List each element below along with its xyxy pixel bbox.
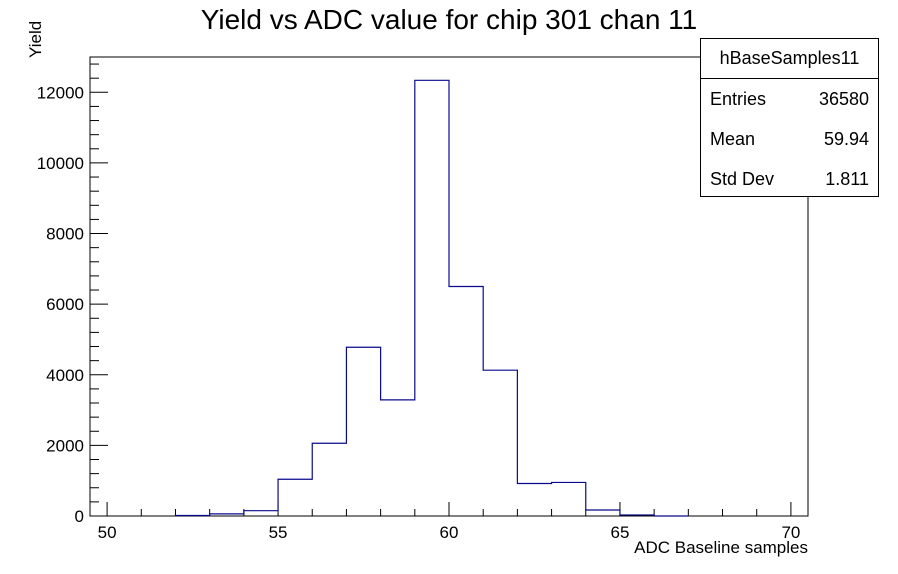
stats-row-stddev: Std Dev 1.811 [701, 159, 878, 199]
stats-label: Mean [710, 129, 756, 149]
stats-box: hBaseSamples11 Entries 36580 Mean 59.94 … [700, 38, 879, 197]
histogram-bin-10 [517, 484, 551, 516]
x-axis-label: ADC Baseline samples [634, 538, 808, 557]
histogram-bin-8 [449, 287, 483, 517]
histogram-bin-1 [210, 514, 244, 516]
x-tick-label: 65 [610, 523, 629, 542]
histogram-bin-9 [483, 370, 517, 516]
stats-value: 59.94 [823, 129, 869, 149]
stats-label: Std Dev [710, 169, 775, 189]
histogram-bin-3 [278, 479, 312, 516]
x-tick-label: 55 [269, 523, 288, 542]
chart-title: Yield vs ADC value for chip 301 chan 11 [200, 4, 698, 35]
stats-value: 1.811 [825, 169, 869, 189]
stats-value: 36580 [818, 89, 869, 109]
histogram-series-line [174, 79, 689, 517]
y-tick-label: 2000 [46, 436, 84, 455]
y-tick-label: 0 [75, 507, 84, 526]
histogram-bins [175, 80, 654, 516]
x-tick-label: 60 [440, 523, 459, 542]
y-tick-label: 6000 [46, 295, 84, 314]
histogram-bin-0 [175, 515, 209, 516]
x-tick-label: 70 [781, 523, 800, 542]
histogram-bin-11 [552, 482, 586, 516]
stats-label: Entries [710, 89, 767, 109]
x-tick-label: 50 [98, 523, 117, 542]
x-axis-ticks: 50 55 60 65 70 [98, 502, 800, 542]
histogram-bin-5 [346, 347, 380, 516]
stats-box-title: hBaseSamples11 [701, 39, 878, 79]
y-tick-label: 10000 [37, 154, 84, 173]
histogram-bin-13 [620, 515, 654, 516]
y-axis-label: Yield [26, 20, 45, 58]
stats-row-entries: Entries 36580 [701, 79, 878, 119]
stats-row-mean: Mean 59.94 [701, 119, 878, 159]
y-tick-label: 8000 [46, 225, 84, 244]
histogram-bin-2 [244, 511, 278, 516]
histogram-bin-12 [586, 510, 620, 516]
histogram-bin-4 [312, 443, 346, 516]
histogram-bin-7 [415, 80, 449, 516]
y-tick-label: 12000 [37, 83, 84, 102]
histogram-bin-6 [381, 400, 415, 516]
y-tick-label: 4000 [46, 366, 84, 385]
y-axis-ticks: 0 2000 4000 6000 8000 10000 12000 [37, 63, 108, 526]
